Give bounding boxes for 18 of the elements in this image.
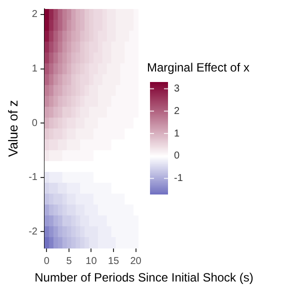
- color-bar-label: -1: [174, 173, 184, 184]
- x-tick-label: 20: [130, 256, 142, 267]
- y-axis-title: Value of z: [5, 100, 20, 157]
- color-bar-label: 2: [174, 106, 180, 117]
- y-tick-label: 0: [32, 118, 38, 129]
- color-bar-title: Marginal Effect of x: [147, 60, 250, 74]
- y-tick-label: 1: [32, 64, 38, 74]
- color-bar-label: 0: [174, 150, 180, 162]
- x-tick-label: 5: [66, 256, 72, 267]
- x-tick-label: 0: [44, 256, 50, 267]
- y-tick-label: -2: [28, 226, 38, 238]
- y-tick-label: -1: [28, 172, 38, 184]
- x-tick-label: 10: [86, 256, 98, 267]
- x-tick-label: 15: [108, 256, 120, 267]
- x-axis-title: Number of Periods Since Initial Shock (s): [34, 270, 254, 284]
- color-bar-label: 1: [174, 128, 180, 140]
- y-tick-label: 2: [32, 9, 38, 20]
- color-bar-label: 3: [174, 83, 180, 94]
